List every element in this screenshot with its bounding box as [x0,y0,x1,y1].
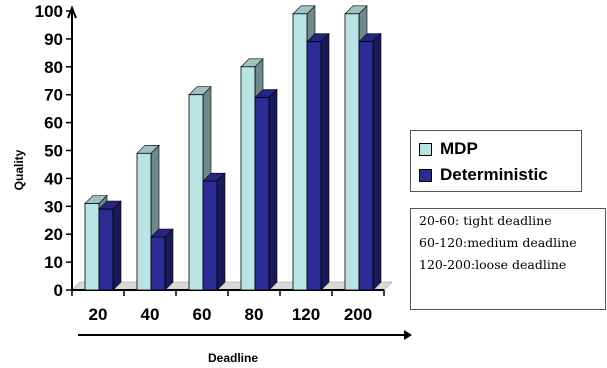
bar-deterministic-120 [306,32,330,291]
x-axis-title: Deadline [208,351,258,365]
legend-swatch-mdp [419,142,432,156]
note-tight: 20-60: tight deadline [419,213,552,228]
bar-deterministic-200 [358,32,382,291]
y-tick-label: 0 [54,281,63,300]
legend-label-mdp: MDP [440,139,478,158]
y-tick-label: 20 [44,225,63,244]
x-ticks: 20 40 60 80 120 200 [71,290,385,324]
y-axis-arrow [67,5,77,19]
y-axis-title: Quality [12,149,26,190]
x-tick-label: 200 [344,305,372,324]
y-tick-label: 70 [44,86,63,105]
x-tick-label: 80 [245,305,264,324]
bar-deterministic-60 [202,172,226,291]
note-loose: 120-200:loose deadline [419,257,567,272]
x-tick-label: 60 [193,305,212,324]
legend-item-mdp: MDP [419,139,478,159]
legend: MDP Deterministic [410,130,582,192]
legend-swatch-deterministic [419,168,432,182]
deadline-notes: 20-60: tight deadline 60-120:medium dead… [410,208,606,310]
y-tick-label: 60 [44,114,63,133]
y-tick-label: 10 [44,253,63,272]
legend-item-deterministic: Deterministic [419,165,548,185]
y-tick-label: 80 [44,58,63,77]
y-tick-label: 90 [44,30,63,49]
x-tick-label: 40 [141,305,160,324]
y-ticks: 0 10 20 30 40 50 60 70 80 90 100 [35,2,72,300]
x-tick-label: 120 [292,305,320,324]
y-tick-label: 50 [44,142,63,161]
bar-deterministic-80 [254,88,278,291]
y-tick-label: 100 [35,2,63,21]
x-arrow-head [404,330,412,340]
bars [84,5,382,291]
x-tick-label: 20 [89,305,108,324]
bar-deterministic-40 [150,228,174,291]
bar-deterministic-20 [98,200,122,291]
note-medium: 60-120:medium deadline [419,235,577,250]
y-tick-label: 40 [44,169,63,188]
y-tick-label: 30 [44,197,63,216]
legend-label-deterministic: Deterministic [440,165,548,184]
